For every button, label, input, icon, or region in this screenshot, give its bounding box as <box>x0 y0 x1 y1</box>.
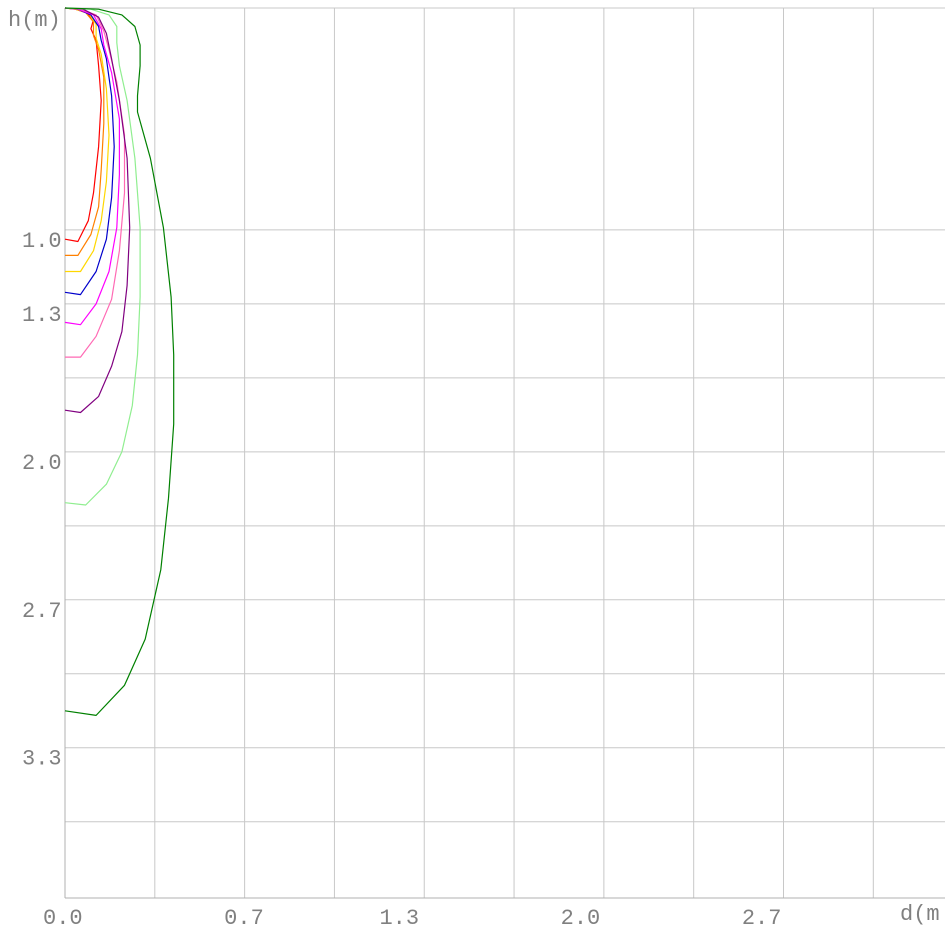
x-tick-label: 2.0 <box>561 906 601 930</box>
y-tick-label: 3.3 <box>22 747 62 772</box>
x-axis-title: d(m <box>900 902 940 927</box>
y-tick-label: 1.0 <box>22 229 62 254</box>
vertical-gridlines <box>154 8 874 898</box>
series-line-7 <box>64 7 141 506</box>
x-tick-label: 0.7 <box>224 906 264 930</box>
y-tick-label: 1.3 <box>22 303 62 328</box>
y-tick-label: 2.0 <box>22 451 62 476</box>
x-tick-label: 1.3 <box>379 906 419 930</box>
y-tick-labels: 1.0 1.3 2.0 2.7 3.3 <box>22 229 62 772</box>
series-line-8 <box>64 7 175 716</box>
x-tick-label: 0.0 <box>43 906 83 930</box>
series-group <box>64 7 175 716</box>
x-tick-label: 2.7 <box>742 906 782 930</box>
x-tick-labels: 0.0 0.7 1.3 2.0 2.7 <box>43 906 781 930</box>
horizontal-gridlines <box>65 7 945 823</box>
series-line-3 <box>64 7 115 296</box>
y-tick-label: 2.7 <box>22 599 62 624</box>
y-axis-title: h(m) <box>8 8 61 33</box>
series-line-6 <box>64 7 131 414</box>
